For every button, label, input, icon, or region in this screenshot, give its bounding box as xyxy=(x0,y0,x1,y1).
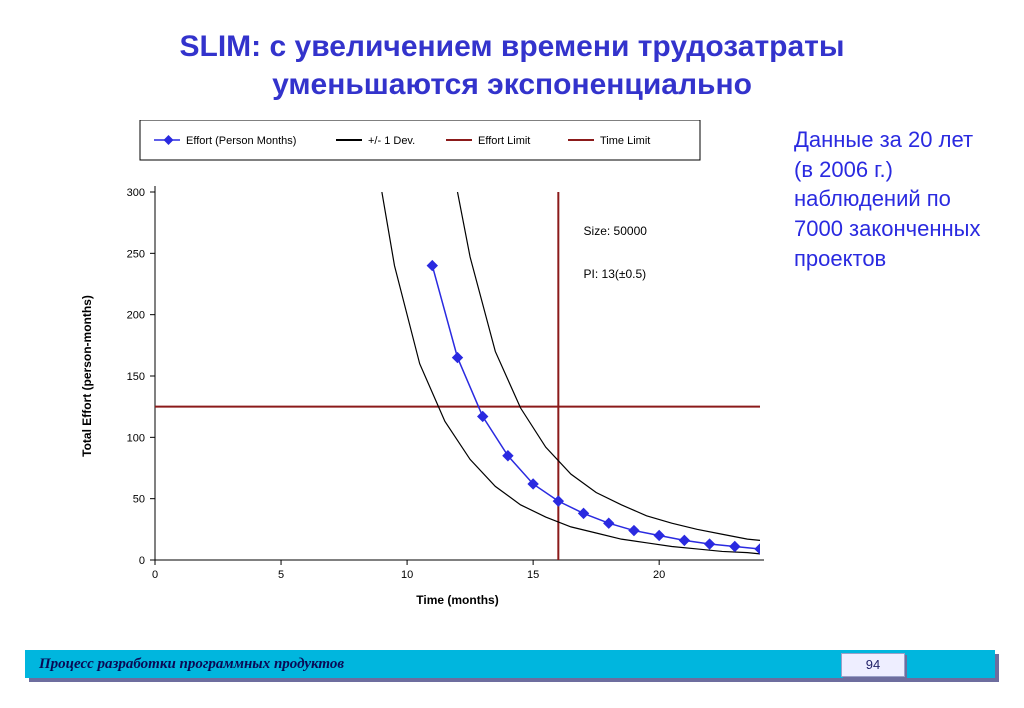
svg-text:100: 100 xyxy=(127,432,145,444)
slide-title: SLIM: с увеличением времени трудозатраты… xyxy=(0,28,1024,103)
svg-text:Time (months): Time (months) xyxy=(416,593,498,607)
title-line-2: уменьшаются экспоненциально xyxy=(272,68,752,101)
page-number: 94 xyxy=(841,653,905,677)
svg-text:Size: 50000: Size: 50000 xyxy=(584,224,648,238)
svg-text:5: 5 xyxy=(278,569,284,581)
svg-text:10: 10 xyxy=(401,569,413,581)
svg-text:0: 0 xyxy=(139,555,145,567)
svg-text:150: 150 xyxy=(127,371,145,383)
effort-chart: Effort (Person Months) +/- 1 Dev. Effort L… xyxy=(60,120,780,628)
svg-text:15: 15 xyxy=(527,569,539,581)
svg-text:300: 300 xyxy=(127,187,145,199)
svg-text:Effort Limit: Effort Limit xyxy=(478,135,530,147)
svg-text:PI: 13(±0.5): PI: 13(±0.5) xyxy=(584,267,647,281)
svg-text:Time Limit: Time Limit xyxy=(600,135,650,147)
svg-text:Total Effort (person-months): Total Effort (person-months) xyxy=(80,295,94,457)
svg-text:50: 50 xyxy=(133,494,145,506)
footer-label: Процесс разработки программных продуктов xyxy=(39,650,344,678)
svg-text:+/- 1 Dev.: +/- 1 Dev. xyxy=(368,135,415,147)
footer: Процесс разработки программных продуктов… xyxy=(25,650,995,678)
svg-text:20: 20 xyxy=(653,569,665,581)
title-line-1: SLIM: с увеличением времени трудозатраты xyxy=(180,30,845,63)
svg-text:200: 200 xyxy=(127,310,145,322)
svg-text:0: 0 xyxy=(152,569,158,581)
svg-text:250: 250 xyxy=(127,248,145,260)
slide: SLIM: с увеличением времени трудозатраты… xyxy=(0,0,1024,708)
svg-text:Effort (Person Months): Effort (Person Months) xyxy=(186,135,296,147)
side-note: Данные за 20 лет (в 2006 г.) наблюдений … xyxy=(794,125,994,273)
